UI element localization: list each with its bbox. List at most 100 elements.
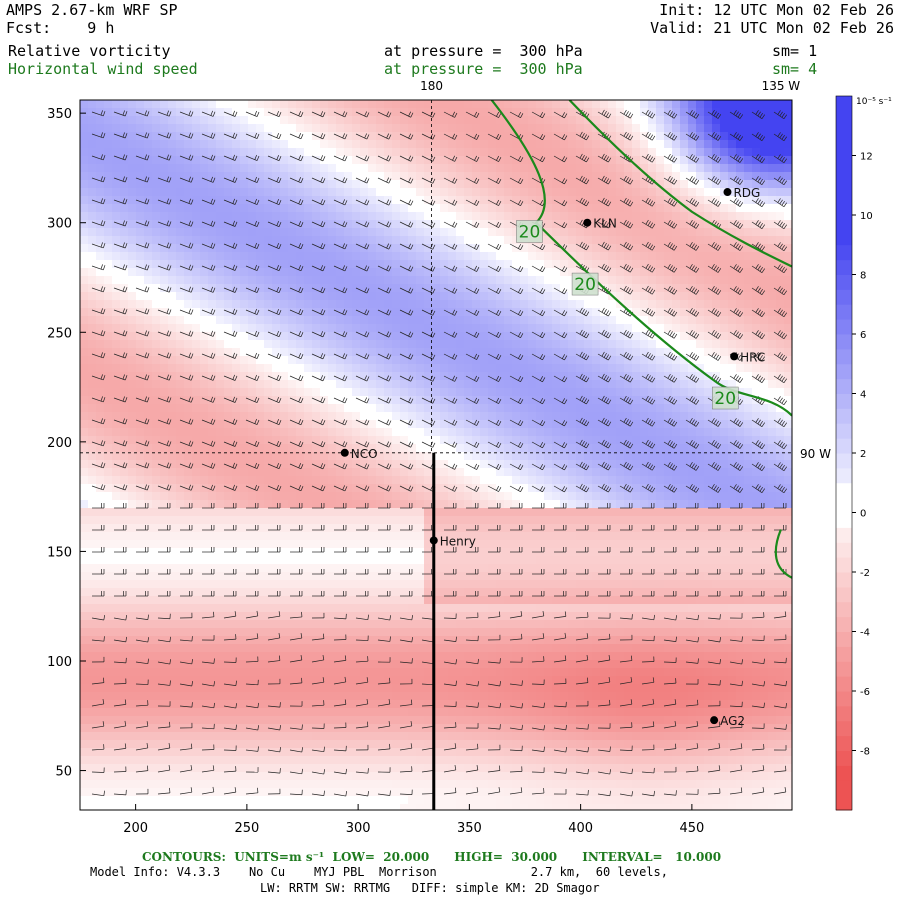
vorticity-cell	[224, 300, 233, 309]
vorticity-cell	[456, 500, 465, 509]
vorticity-cell	[624, 388, 633, 397]
vorticity-cell	[760, 372, 769, 381]
vorticity-cell	[240, 196, 249, 205]
vorticity-cell	[176, 180, 185, 189]
vorticity-cell	[664, 348, 673, 357]
vorticity-cell	[272, 292, 281, 301]
vorticity-cell	[720, 500, 729, 509]
vorticity-cell	[704, 212, 713, 221]
vorticity-cell	[80, 452, 89, 461]
vorticity-cell	[120, 172, 129, 181]
vorticity-cell	[464, 268, 473, 277]
vorticity-cell	[120, 188, 129, 197]
vorticity-cell	[568, 468, 577, 477]
vorticity-cell	[456, 204, 465, 213]
vorticity-cell	[584, 292, 593, 301]
vorticity-cell	[776, 540, 785, 549]
vorticity-cell	[520, 164, 529, 173]
vorticity-cell	[648, 372, 657, 381]
vorticity-cell	[592, 540, 601, 549]
vorticity-cell	[304, 316, 313, 325]
vorticity-cell	[432, 444, 441, 453]
vorticity-cell	[488, 532, 497, 541]
vorticity-cell	[304, 268, 313, 277]
vorticity-cell	[616, 516, 625, 525]
vorticity-cell	[600, 508, 609, 517]
vorticity-cell	[768, 228, 777, 237]
vorticity-cell	[344, 212, 353, 221]
vorticity-cell	[384, 492, 393, 501]
vorticity-cell	[336, 260, 345, 269]
vorticity-cell	[288, 140, 297, 149]
vorticity-cell	[160, 316, 169, 325]
vorticity-cell	[536, 372, 545, 381]
vorticity-cell	[400, 116, 409, 125]
vorticity-cell	[560, 236, 569, 245]
vorticity-cell	[504, 476, 513, 485]
vorticity-cell	[352, 356, 361, 365]
vorticity-cell	[512, 436, 521, 445]
vorticity-cell	[232, 404, 241, 413]
vorticity-cell	[616, 156, 625, 165]
vorticity-cell	[480, 260, 489, 269]
vorticity-cell	[576, 492, 585, 501]
vorticity-cell	[528, 380, 537, 389]
vorticity-cell	[616, 172, 625, 181]
vorticity-cell	[544, 172, 553, 181]
vorticity-cell	[216, 324, 225, 333]
vorticity-cell	[760, 252, 769, 261]
smooth-vorticity: sm= 1	[772, 42, 818, 60]
vorticity-cell	[648, 348, 657, 357]
vorticity-cell	[688, 108, 697, 117]
vorticity-cell	[568, 524, 577, 533]
vorticity-cell	[232, 252, 241, 261]
vorticity-cell	[520, 108, 529, 117]
vorticity-cell	[728, 412, 737, 421]
vorticity-cell	[392, 404, 401, 413]
vorticity-cell	[144, 204, 153, 213]
vorticity-cell	[96, 124, 105, 133]
vorticity-cell	[712, 484, 721, 493]
vorticity-cell	[440, 412, 449, 421]
vorticity-cell	[184, 260, 193, 269]
vorticity-cell	[88, 188, 97, 197]
vorticity-cell	[376, 340, 385, 349]
vorticity-cell	[456, 244, 465, 253]
vorticity-cell	[512, 124, 521, 133]
vorticity-cell	[656, 268, 665, 277]
vorticity-cell	[384, 172, 393, 181]
vorticity-cell	[296, 188, 305, 197]
vorticity-cell	[160, 508, 169, 517]
vorticity-cell	[688, 308, 697, 317]
vorticity-cell	[584, 236, 593, 245]
vorticity-cell	[216, 268, 225, 277]
vorticity-cell	[416, 228, 425, 237]
vorticity-cell	[760, 156, 769, 165]
vorticity-cell	[640, 284, 649, 293]
vorticity-cell	[240, 508, 249, 517]
vorticity-cell	[96, 316, 105, 325]
vorticity-cell	[360, 180, 369, 189]
vorticity-cell	[776, 524, 785, 533]
vorticity-cell	[152, 292, 161, 301]
vorticity-cell	[336, 420, 345, 429]
vorticity-cell	[112, 300, 121, 309]
vorticity-cell	[640, 340, 649, 349]
vorticity-cell	[488, 388, 497, 397]
vorticity-cell	[504, 364, 513, 373]
vorticity-cell	[248, 516, 257, 525]
vorticity-cell	[608, 212, 617, 221]
vorticity-cell	[784, 412, 792, 421]
vorticity-cell	[336, 116, 345, 125]
vorticity-cell	[528, 188, 537, 197]
vorticity-cell	[592, 324, 601, 333]
vorticity-cell	[456, 116, 465, 125]
vorticity-cell	[536, 532, 545, 541]
vorticity-cell	[480, 476, 489, 485]
vorticity-cell	[560, 292, 569, 301]
vorticity-cell	[600, 420, 609, 429]
vorticity-cell	[96, 188, 105, 197]
vorticity-cell	[424, 204, 433, 213]
vorticity-cell	[128, 260, 137, 269]
vorticity-cell	[648, 476, 657, 485]
